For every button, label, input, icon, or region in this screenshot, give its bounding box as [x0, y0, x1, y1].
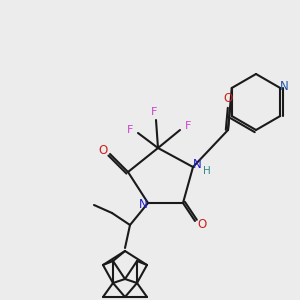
Text: O: O [224, 92, 232, 106]
Text: F: F [185, 121, 191, 131]
Text: N: N [280, 80, 289, 92]
Text: N: N [139, 199, 147, 212]
Text: F: F [127, 125, 133, 135]
Text: O: O [98, 145, 108, 158]
Text: F: F [151, 107, 157, 117]
Text: H: H [203, 166, 211, 176]
Text: O: O [197, 218, 207, 230]
Text: N: N [193, 158, 201, 172]
